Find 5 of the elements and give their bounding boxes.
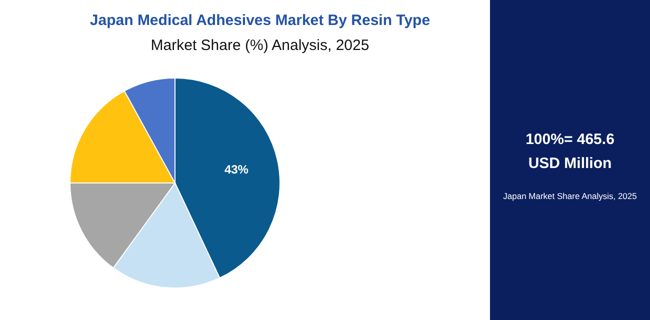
text: Japan Market Share Analysis, 2025 [503, 191, 638, 201]
chart-subtitle: Market Share (%) Analysis, 2025 [150, 37, 370, 54]
text: 100%= 465.6 USD Million [526, 131, 614, 172]
data-label: 43% [224, 162, 249, 176]
chart-title: Japan Medical Adhesives Market By Resin Type [90, 12, 430, 29]
